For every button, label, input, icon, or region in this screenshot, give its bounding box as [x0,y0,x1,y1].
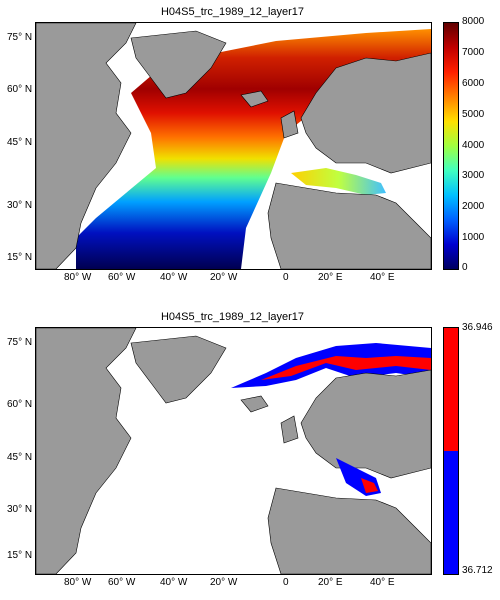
field-map-bottom[interactable] [35,327,432,575]
british-isles-land [280,415,299,444]
lat-tick: 60° N [7,84,33,95]
colorbar-tick: 1000 [462,232,485,243]
lat-tick: 75° N [7,32,33,43]
europe-land [300,52,431,174]
lon-tick: 60° W [108,272,136,283]
iceland-land [240,90,269,108]
lon-tick: 0 [283,577,289,588]
lat-tick: 60° N [7,399,33,410]
colorbar-tick: 2000 [462,201,485,212]
greenland-land [130,30,227,99]
colorbar-tick: 4000 [462,140,485,151]
colorbar-binary [443,327,459,575]
colorbar-tick: 7000 [462,47,485,58]
red-region [261,356,431,380]
lat-tick: 45° N [7,452,33,463]
lon-tick: 20° W [210,272,238,283]
lon-tick: 80° W [64,272,92,283]
colorbar-tick: 3000 [462,170,485,181]
colorbar-tick: 8000 [462,16,485,27]
lon-tick: 20° E [318,577,343,588]
lat-tick: 30° N [7,200,33,211]
colorbar-continuous [443,22,459,270]
africa-land [267,182,431,269]
africa-land [267,487,431,574]
colorbar-tick: 5000 [462,109,485,120]
north-america-land [36,328,137,574]
field-map-svg [36,23,431,269]
lat-tick: 45° N [7,137,33,148]
lon-tick: 80° W [64,577,92,588]
field-map-top[interactable] [35,22,432,270]
colorbar-tick: 36.946 [462,322,493,333]
map-title: H04S5_trc_1989_12_layer17 [160,6,305,18]
greenland-land [130,335,227,404]
mediterranean-field [291,168,386,195]
british-isles-land [280,110,299,139]
lon-tick: 40° W [160,577,188,588]
lon-tick: 20° E [318,272,343,283]
lon-tick: 20° W [210,577,238,588]
lon-tick: 60° W [108,577,136,588]
colorbar-tick: 36.712 [462,565,493,576]
lon-tick: 40° E [370,577,395,588]
field-map-svg [36,328,431,574]
lat-tick: 15° N [7,252,33,263]
map-title: H04S5_trc_1989_12_layer17 [160,311,305,323]
north-america-land [36,23,137,269]
lat-tick: 75° N [7,337,33,348]
colorbar-tick: 6000 [462,78,485,89]
red-region [361,478,378,493]
lon-tick: 40° E [370,272,395,283]
lon-tick: 40° W [160,272,188,283]
iceland-land [240,395,269,413]
europe-land [300,369,431,479]
lat-tick: 15° N [7,550,33,561]
lat-tick: 30° N [7,504,33,515]
lon-tick: 0 [283,272,289,283]
colorbar-tick: 0 [462,262,468,273]
